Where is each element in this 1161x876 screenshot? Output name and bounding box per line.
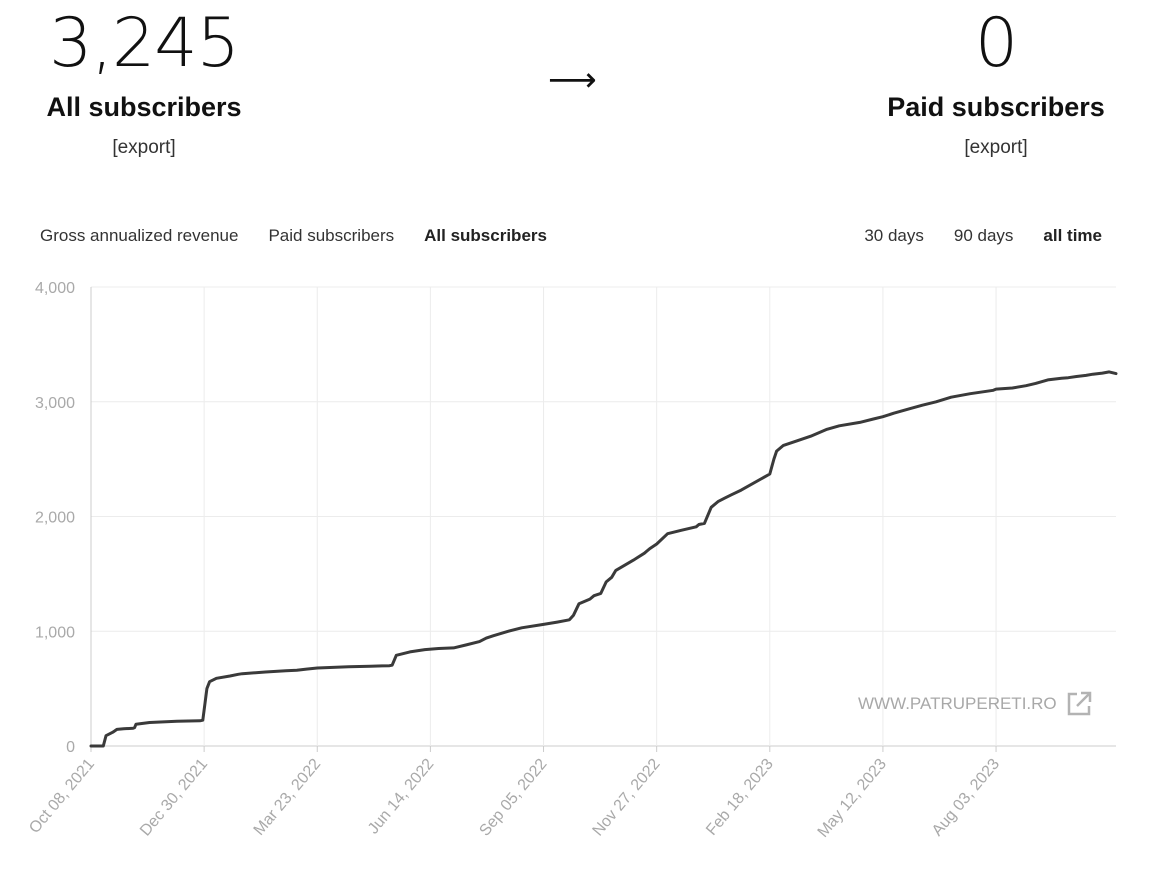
- subscribers-line: [89, 370, 1118, 748]
- x-tick-label: Nov 27, 2022: [590, 756, 664, 840]
- y-axis: 0 1,000 2,000 3,000 4,000: [35, 280, 75, 756]
- y-tick-label: 2,000: [35, 510, 75, 527]
- tab-gross-annualized-revenue[interactable]: Gross annualized revenue: [40, 226, 239, 245]
- arrow-right-icon: ⟶: [548, 60, 597, 100]
- all-subscribers-stat: 3,245 All subscribers [export]: [0, 0, 294, 161]
- x-tick-label: Oct 08, 2021: [26, 756, 98, 837]
- x-axis: Oct 08, 2021 Dec 30, 2021 Mar 23, 2022 Jun …: [26, 746, 1003, 841]
- range-30-days[interactable]: 30 days: [864, 226, 924, 245]
- y-tick-label: 4,000: [35, 280, 75, 297]
- subscribers-line-chart: 0 1,000 2,000 3,000 4,000 Oct 08, 2021 Dec 30…: [26, 280, 1118, 841]
- paid-subscribers-stat: 0 Paid subscribers [export]: [846, 0, 1146, 161]
- chart-series: [89, 370, 1118, 748]
- external-link-icon: [1067, 691, 1091, 716]
- watermark-text: WWW.PATRUPERETI.RO: [858, 694, 1057, 713]
- watermark-link[interactable]: WWW.PATRUPERETI.RO: [858, 690, 1093, 718]
- export-all-subscribers-link[interactable]: [export]: [112, 137, 176, 158]
- x-tick-label: Dec 30, 2021: [137, 756, 211, 840]
- paid-subscribers-label: Paid subscribers: [887, 92, 1105, 122]
- x-tick-label: Sep 05, 2022: [476, 756, 550, 840]
- x-tick-label: Jun 14, 2022: [365, 756, 438, 838]
- y-tick-label: 0: [66, 739, 75, 756]
- range-all-time[interactable]: all time: [1043, 226, 1102, 245]
- y-tick-label: 1,000: [35, 624, 75, 641]
- time-range-selector: 30 days 90 days all time: [864, 226, 1102, 246]
- export-paid-subscribers-link[interactable]: [export]: [964, 137, 1028, 158]
- x-tick-label: Feb 18, 2023: [703, 756, 777, 839]
- all-subscribers-count: 3,245: [49, 4, 240, 83]
- all-subscribers-label: All subscribers: [46, 92, 242, 122]
- metric-tabs: Gross annualized revenue Paid subscriber…: [40, 226, 547, 246]
- x-tick-label: Aug 03, 2023: [929, 756, 1003, 840]
- tab-all-subscribers[interactable]: All subscribers: [424, 226, 547, 245]
- range-90-days[interactable]: 90 days: [953, 226, 1014, 245]
- paid-subscribers-count: 0: [974, 4, 1018, 83]
- y-tick-label: 3,000: [35, 395, 75, 412]
- x-tick-label: May 12, 2023: [815, 756, 890, 841]
- tab-paid-subscribers[interactable]: Paid subscribers: [268, 226, 395, 245]
- x-tick-label: Mar 23, 2022: [251, 756, 325, 839]
- chart-grid: [90, 286, 1116, 747]
